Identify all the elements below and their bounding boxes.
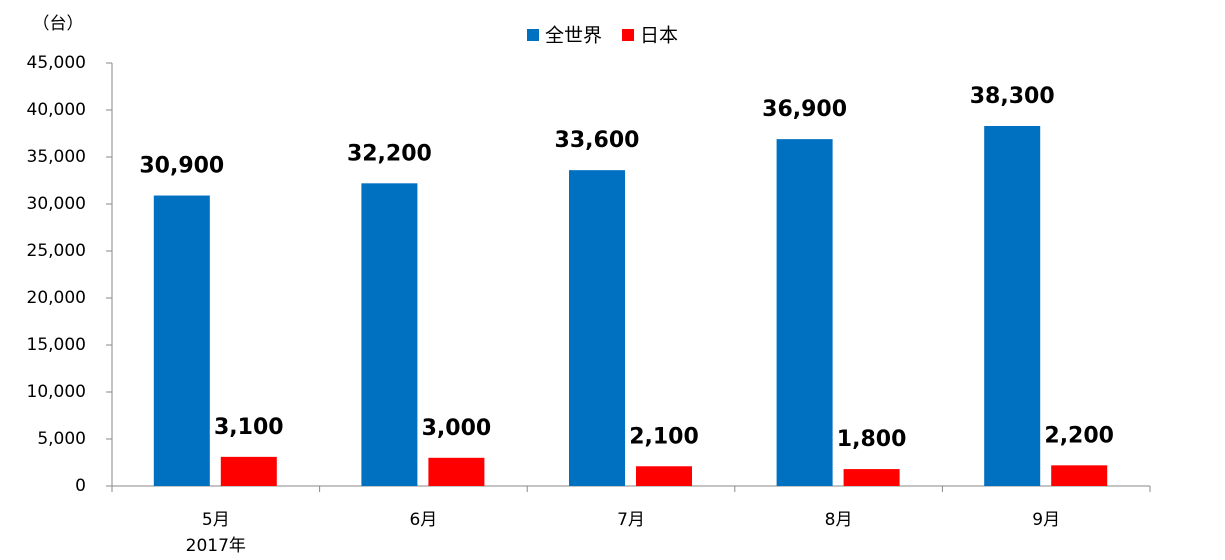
x-tick-label: 5月 xyxy=(202,510,230,530)
legend-swatch xyxy=(622,29,635,41)
value-label: 30,900 xyxy=(139,154,224,179)
y-tick-label: 5,000 xyxy=(37,429,86,449)
legend-swatch xyxy=(527,29,539,41)
x-tick-label: 6月 xyxy=(409,510,437,530)
y-tick-label: 15,000 xyxy=(27,335,86,355)
legend-label: 全世界 xyxy=(545,25,602,47)
value-label: 3,100 xyxy=(214,415,284,440)
bar xyxy=(1051,465,1108,486)
value-label: 33,600 xyxy=(555,128,640,153)
y-tick-label: 35,000 xyxy=(27,147,86,167)
bar xyxy=(428,457,485,486)
bar xyxy=(220,456,277,486)
value-label: 36,900 xyxy=(762,97,847,122)
y-tick-label: 25,000 xyxy=(27,241,86,261)
y-tick-label: 20,000 xyxy=(27,288,86,308)
y-tick-label: 40,000 xyxy=(27,100,86,120)
legend-label: 日本 xyxy=(640,25,678,47)
value-label: 3,000 xyxy=(422,416,492,441)
bar xyxy=(776,139,833,486)
bar xyxy=(636,466,692,486)
y-tick-label: 0 xyxy=(75,476,86,496)
bar xyxy=(843,469,900,486)
x-tick-label: 8月 xyxy=(825,510,853,530)
bar xyxy=(153,195,210,487)
y-tick-label: 45,000 xyxy=(27,53,86,73)
bar xyxy=(569,170,625,486)
value-label: 2,200 xyxy=(1044,423,1114,448)
period-label: 2017年 xyxy=(186,536,246,556)
value-label: 38,300 xyxy=(970,84,1055,109)
bar xyxy=(361,183,418,486)
value-label: 32,200 xyxy=(347,141,432,166)
unit-label: （台） xyxy=(33,14,84,34)
bar xyxy=(984,125,1041,486)
y-tick-label: 30,000 xyxy=(27,194,86,214)
x-tick-label: 7月 xyxy=(617,510,645,530)
y-tick-label: 10,000 xyxy=(27,382,86,402)
value-label: 2,100 xyxy=(629,424,699,449)
value-label: 1,800 xyxy=(837,427,907,452)
x-tick-label: 9月 xyxy=(1032,510,1060,530)
